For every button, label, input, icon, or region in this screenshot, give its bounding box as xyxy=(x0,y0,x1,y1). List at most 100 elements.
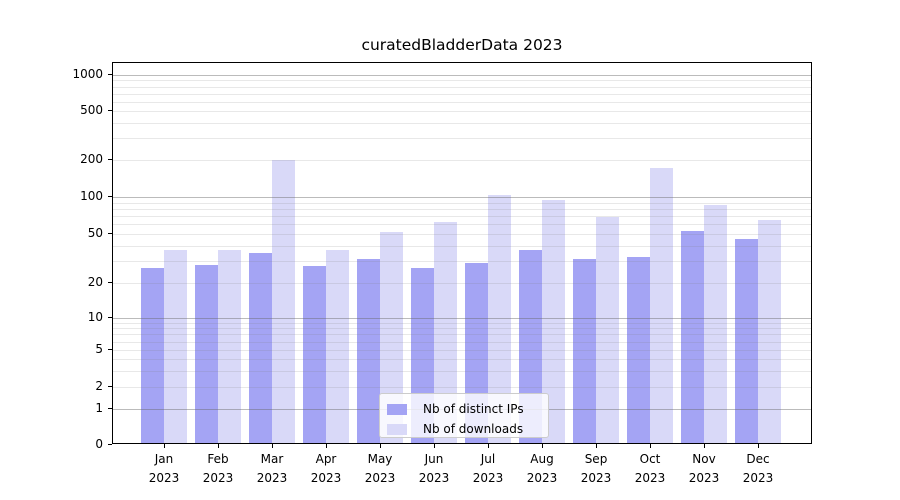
gridline-minor xyxy=(113,111,811,112)
x-tick-mark xyxy=(272,443,274,448)
y-tick-label: 1000 xyxy=(72,67,103,81)
gridline-minor xyxy=(113,208,811,210)
legend-swatch-downloads xyxy=(387,423,407,435)
plot-area xyxy=(112,62,812,444)
y-tick-label: 5 xyxy=(95,342,103,356)
legend-label-distinct-ips: Nb of distinct IPs xyxy=(423,402,524,416)
bar-downloads xyxy=(596,217,619,443)
y-tick-label: 1 xyxy=(95,401,103,415)
bar-distinct-ips xyxy=(303,266,326,443)
gridline-minor xyxy=(113,370,811,372)
gridline-major xyxy=(113,197,811,198)
y-tick-mark xyxy=(108,317,112,319)
legend-label-downloads: Nb of downloads xyxy=(423,422,524,436)
legend-swatch-distinct-ips xyxy=(387,403,407,415)
y-tick-label: 20 xyxy=(87,275,103,289)
x-tick-mark xyxy=(758,443,760,448)
y-tick-label: 2 xyxy=(95,379,103,393)
y-tick-mark xyxy=(108,443,112,445)
x-tick-mark xyxy=(650,443,652,448)
gridline-minor xyxy=(113,80,811,82)
x-tick-label: Dec 2023 xyxy=(742,452,774,485)
gridline-minor xyxy=(113,261,811,263)
legend: Nb of distinct IPs Nb of downloads xyxy=(379,393,549,438)
x-tick-mark xyxy=(542,443,544,448)
x-tick-label: Mar 2023 xyxy=(256,452,288,485)
bar-distinct-ips xyxy=(195,264,218,443)
y-tick-label: 200 xyxy=(80,152,103,166)
bar-distinct-ips xyxy=(681,231,704,443)
x-tick-mark xyxy=(326,443,328,448)
x-tick-mark xyxy=(164,443,166,448)
bar-downloads xyxy=(326,249,349,443)
gridline-minor xyxy=(113,350,811,351)
gridline-minor xyxy=(113,160,811,161)
bar-downloads xyxy=(434,222,457,443)
x-tick-mark xyxy=(434,443,436,448)
x-tick-label: May 2023 xyxy=(364,452,396,485)
bar-downloads xyxy=(758,219,781,443)
y-tick-mark xyxy=(108,196,112,198)
y-tick-mark xyxy=(108,386,112,388)
bar-distinct-ips xyxy=(735,239,758,443)
y-tick-mark xyxy=(108,349,112,351)
gridline-minor xyxy=(113,387,811,388)
x-tick-label: Sep 2023 xyxy=(580,452,612,485)
y-tick-label: 50 xyxy=(87,226,103,240)
gridline-minor xyxy=(113,328,811,330)
y-tick-label: 10 xyxy=(87,310,103,324)
x-tick-label: Jun 2023 xyxy=(418,452,450,485)
gridline-minor xyxy=(113,93,811,95)
bar-downloads xyxy=(650,167,673,443)
x-tick-label: Apr 2023 xyxy=(310,452,342,485)
bar-distinct-ips xyxy=(627,257,650,443)
x-tick-label: Oct 2023 xyxy=(634,452,666,485)
bar-distinct-ips xyxy=(357,259,380,443)
bar-downloads xyxy=(542,200,565,443)
gridline-major xyxy=(113,318,811,319)
gridline-minor xyxy=(113,122,811,124)
bar-downloads xyxy=(272,159,295,443)
gridline-minor xyxy=(113,138,811,140)
y-tick-label: 500 xyxy=(80,103,103,117)
gridline-minor xyxy=(113,234,811,235)
bar-downloads xyxy=(488,195,511,443)
bar-distinct-ips xyxy=(141,268,164,443)
y-tick-mark xyxy=(108,282,112,284)
x-tick-label: Jan 2023 xyxy=(148,452,180,485)
gridline-minor xyxy=(113,322,811,324)
legend-item-distinct-ips: Nb of distinct IPs xyxy=(387,399,548,419)
gridline-minor xyxy=(113,224,811,226)
y-tick-label: 100 xyxy=(80,189,103,203)
gridline-minor xyxy=(113,334,811,336)
y-tick-mark xyxy=(108,233,112,235)
x-tick-label: Nov 2023 xyxy=(688,452,720,485)
gridline-major xyxy=(113,75,811,76)
bar-distinct-ips xyxy=(573,259,596,443)
bar-downloads xyxy=(380,232,403,443)
gridline-minor xyxy=(113,86,811,88)
gridline-minor xyxy=(113,101,811,103)
x-tick-mark xyxy=(488,443,490,448)
x-tick-label: Feb 2023 xyxy=(202,452,234,485)
gridline-minor xyxy=(113,245,811,247)
y-tick-mark xyxy=(108,110,112,112)
x-tick-label: Aug 2023 xyxy=(526,452,558,485)
x-tick-label: Jul 2023 xyxy=(472,452,504,485)
bar-downloads xyxy=(218,249,241,443)
y-tick-mark xyxy=(108,408,112,410)
y-tick-mark xyxy=(108,159,112,161)
bar-downloads xyxy=(164,249,187,443)
y-tick-mark xyxy=(108,74,112,76)
chart-title: curatedBladderData 2023 xyxy=(361,36,563,54)
bar-distinct-ips xyxy=(249,252,272,443)
bar-downloads xyxy=(704,204,727,443)
gridline-minor xyxy=(113,283,811,284)
gridline-minor xyxy=(113,341,811,343)
x-tick-mark xyxy=(218,443,220,448)
x-tick-mark xyxy=(380,443,382,448)
x-tick-mark xyxy=(704,443,706,448)
y-tick-label: 0 xyxy=(95,436,103,451)
x-tick-mark xyxy=(596,443,598,448)
